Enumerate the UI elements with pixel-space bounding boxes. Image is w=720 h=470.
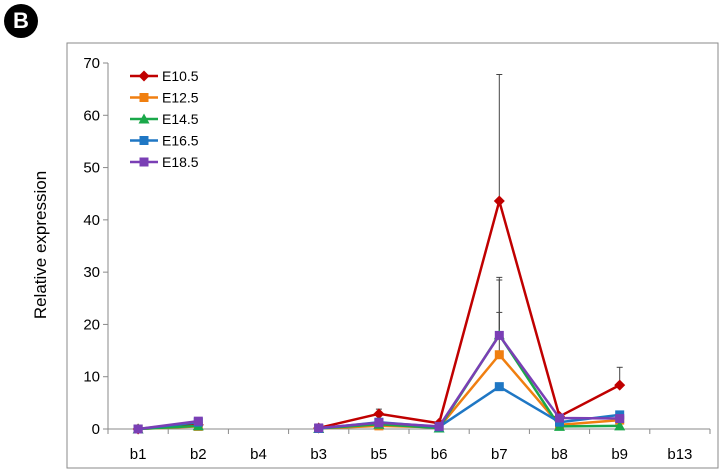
- x-tick-label: b9: [611, 446, 628, 463]
- error-bars: [375, 74, 623, 414]
- series-E10-5: [132, 195, 626, 435]
- series-line: [318, 353, 620, 430]
- legend-label: E12.5: [162, 90, 199, 106]
- y-tick-label: 30: [83, 264, 100, 281]
- y-axis-label: Relative expression: [31, 171, 50, 319]
- data-point: [493, 195, 505, 207]
- legend-label: E18.5: [162, 154, 199, 170]
- x-tick-label: b3: [310, 446, 327, 463]
- legend-marker: [139, 93, 149, 102]
- y-tick-label: 60: [83, 107, 100, 124]
- legend-label: E16.5: [162, 133, 199, 149]
- y-tick-label: 50: [83, 160, 100, 177]
- legend-marker: [138, 113, 150, 124]
- y-tick-label: 10: [83, 369, 100, 386]
- x-tick-label: b8: [551, 446, 568, 463]
- y-tick-label: 20: [83, 316, 100, 333]
- series-group: [132, 195, 626, 435]
- data-point: [434, 421, 444, 431]
- data-point: [193, 416, 203, 426]
- x-tick-label: b4: [250, 446, 267, 463]
- data-point: [133, 424, 143, 434]
- x-tick-label: b6: [431, 446, 448, 463]
- x-tick-label: b5: [371, 446, 388, 463]
- x-tick-label: b13: [667, 446, 692, 463]
- chart-frame: [66, 42, 719, 469]
- y-tick-label: 70: [83, 55, 100, 72]
- legend-marker: [139, 136, 149, 145]
- legend-marker: [138, 70, 150, 82]
- legend-marker: [139, 157, 149, 167]
- axes: 0 10 20 30 40 50 60 70 b1 b2 b4 b3 b5 b6 b7 b8 b9 b13: [83, 55, 711, 463]
- x-tick-label: b1: [130, 446, 147, 463]
- series-line: [137, 419, 199, 431]
- data-point: [374, 418, 384, 428]
- x-tick-label: b7: [491, 446, 508, 463]
- legend-label: E14.5: [162, 111, 199, 127]
- data-point: [555, 413, 564, 423]
- data-point: [494, 330, 504, 340]
- x-tick-label: b2: [190, 446, 207, 463]
- data-point: [373, 408, 385, 420]
- data-point: [614, 420, 626, 431]
- legend-label: E10.5: [162, 68, 199, 84]
- panel-label-badge: B: [4, 4, 38, 38]
- y-tick-label: 0: [92, 421, 100, 438]
- data-point: [614, 379, 626, 391]
- series-E18-5: [133, 330, 625, 434]
- series-line: [318, 199, 621, 430]
- data-point: [494, 350, 504, 360]
- series-line: [318, 334, 620, 430]
- data-point: [314, 423, 324, 433]
- data-point: [615, 414, 625, 424]
- legend: E10.5 E12.5 E14.5 E16.5 E18.5: [130, 68, 199, 170]
- y-tick-label: 40: [83, 212, 100, 229]
- data-point: [494, 382, 504, 392]
